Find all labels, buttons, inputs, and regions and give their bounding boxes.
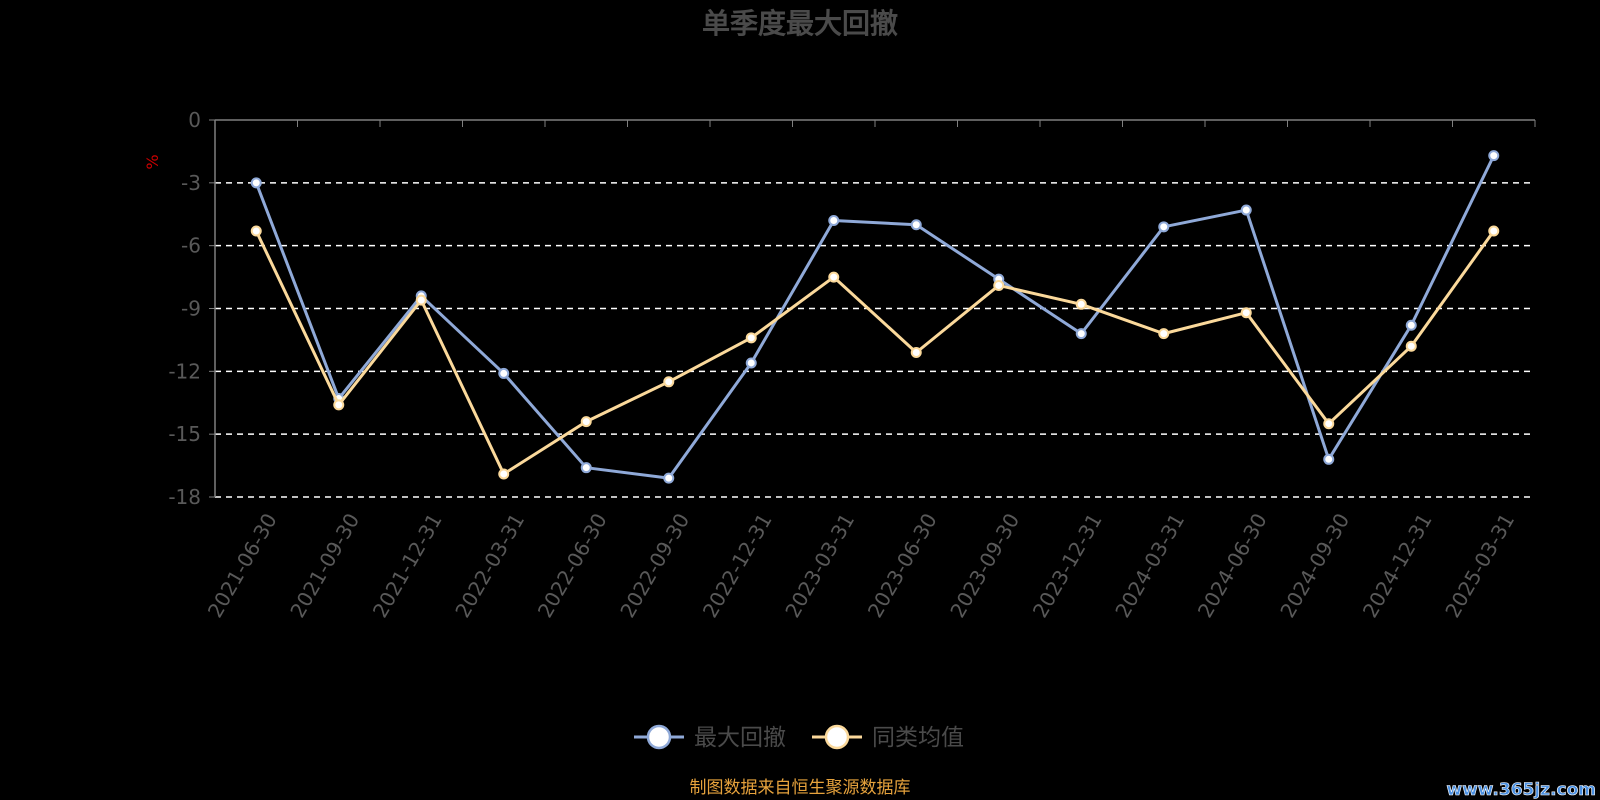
y-tick-label: -6 xyxy=(181,234,201,258)
data-point[interactable] xyxy=(910,219,922,231)
x-tick-label: 2022-09-30 xyxy=(615,509,694,622)
legend-label: 最大回撤 xyxy=(694,725,786,751)
legend-marker xyxy=(824,724,850,750)
data-point[interactable] xyxy=(663,472,675,484)
series-lines xyxy=(250,150,1500,484)
x-tick-label: 2022-12-31 xyxy=(698,509,777,622)
data-point[interactable] xyxy=(910,346,922,358)
source-note: 制图数据来自恒生聚源数据库 xyxy=(689,778,911,798)
y-axis-label: % xyxy=(143,154,162,169)
legend[interactable]: 最大回撤 同类均值 xyxy=(634,724,964,751)
data-point[interactable] xyxy=(663,376,675,388)
y-tick-label: -12 xyxy=(168,359,201,383)
x-tick-label: 2022-06-30 xyxy=(533,509,612,622)
data-point[interactable] xyxy=(1158,221,1170,233)
series-line-1 xyxy=(254,154,1496,480)
data-point[interactable] xyxy=(1240,204,1252,216)
data-point[interactable] xyxy=(745,357,757,369)
axes xyxy=(209,119,1536,498)
data-point[interactable] xyxy=(415,294,427,306)
data-point[interactable] xyxy=(1075,328,1087,340)
legend-item-1[interactable]: 最大回撤 xyxy=(634,724,786,751)
x-tick-label: 2021-09-30 xyxy=(285,509,364,622)
data-point[interactable] xyxy=(1075,298,1087,310)
x-tick-label: 2024-06-30 xyxy=(1193,509,1272,622)
watermark-text: www.365jz.com xyxy=(1446,780,1596,800)
watermark-logo: www.365jz.com xyxy=(1446,780,1596,800)
series-line-2 xyxy=(254,230,1495,476)
data-point[interactable] xyxy=(1488,150,1500,162)
x-tick-label: 2024-03-31 xyxy=(1110,509,1189,622)
legend-marker xyxy=(646,724,672,750)
y-tick-label: -9 xyxy=(181,297,201,321)
data-point[interactable] xyxy=(828,215,840,227)
legend-label: 同类均值 xyxy=(872,725,964,751)
x-tick-label: 2021-06-30 xyxy=(203,509,282,622)
x-tick-label: 2022-03-31 xyxy=(450,509,529,622)
data-point[interactable] xyxy=(745,332,757,344)
x-tick-labels: 2021-06-30 2021-09-30 2021-12-31 2022-03-31… xyxy=(203,509,1519,622)
data-point[interactable] xyxy=(1240,307,1252,319)
y-tick-label: -18 xyxy=(168,485,201,509)
x-tick-label: 2023-03-31 xyxy=(780,509,859,622)
data-point[interactable] xyxy=(250,225,262,237)
grid-lines xyxy=(215,182,1535,498)
data-point[interactable] xyxy=(828,271,840,283)
data-point[interactable] xyxy=(580,416,592,428)
x-tick-label: 2023-06-30 xyxy=(863,509,942,622)
y-tick-label: -3 xyxy=(181,171,201,195)
data-point[interactable] xyxy=(1488,225,1500,237)
x-tick-label: 2023-12-31 xyxy=(1028,509,1107,622)
y-tick-labels: 0 -3 -6 -9 -12 -15 -18 xyxy=(168,108,201,509)
data-point[interactable] xyxy=(1323,418,1335,430)
data-point[interactable] xyxy=(1405,319,1417,331)
x-tick-label: 2025-03-31 xyxy=(1440,509,1519,622)
data-point[interactable] xyxy=(498,468,510,480)
x-tick-label: 2024-09-30 xyxy=(1275,509,1354,622)
data-point[interactable] xyxy=(1323,453,1335,465)
legend-item-2[interactable]: 同类均值 xyxy=(812,724,964,751)
x-tick-label: 2023-09-30 xyxy=(945,509,1024,622)
data-point[interactable] xyxy=(1405,340,1417,352)
y-tick-label: -15 xyxy=(168,422,201,446)
data-point[interactable] xyxy=(250,177,262,189)
x-tick-label: 2021-12-31 xyxy=(368,509,447,622)
data-point[interactable] xyxy=(1158,328,1170,340)
data-point[interactable] xyxy=(580,462,592,474)
chart-title: 单季度最大回撤 xyxy=(702,7,898,40)
data-point[interactable] xyxy=(993,279,1005,291)
x-tick-label: 2024-12-31 xyxy=(1358,509,1437,622)
data-point[interactable] xyxy=(498,367,510,379)
data-point[interactable] xyxy=(333,399,345,411)
y-tick-label: 0 xyxy=(188,108,201,132)
